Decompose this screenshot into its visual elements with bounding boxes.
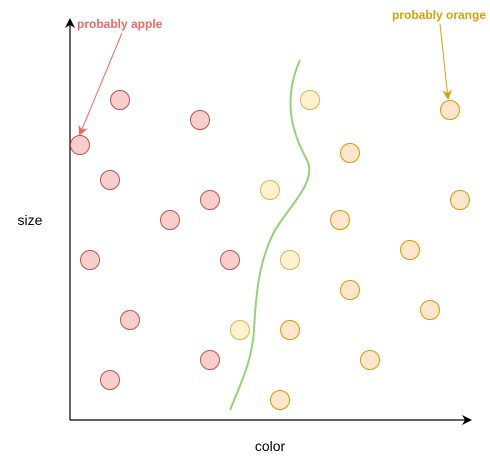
- orange-point-2: [340, 143, 360, 163]
- x-axis-label: color: [255, 438, 286, 454]
- apple-point-2: [190, 110, 210, 130]
- orange-point-4: [330, 210, 350, 230]
- apple-point-1: [110, 90, 130, 110]
- apple-point-11: [100, 370, 120, 390]
- orange-callout-label: probably orange: [392, 8, 486, 22]
- apple-point-10: [200, 350, 220, 370]
- decision-boundary-curve: [229, 59, 311, 411]
- orange-light-point-2: [260, 180, 280, 200]
- apple-point-3: [70, 135, 90, 155]
- orange-point-10: [270, 390, 290, 410]
- orange-point-5: [400, 240, 420, 260]
- orange-light-point-4: [230, 320, 250, 340]
- apple-point-4: [100, 170, 120, 190]
- orange-point-6: [340, 280, 360, 300]
- apple-point-9: [120, 310, 140, 330]
- orange-point-7: [420, 300, 440, 320]
- orange-light-point-3: [280, 250, 300, 270]
- y-axis-label: size: [18, 212, 43, 228]
- orange-points-group: [270, 100, 470, 410]
- orange-point-1: [440, 100, 460, 120]
- orange-point-8: [280, 320, 300, 340]
- apple-point-6: [160, 210, 180, 230]
- orange-point-9: [360, 350, 380, 370]
- apple-point-5: [200, 190, 220, 210]
- apple-callout-label: probably apple: [77, 17, 163, 31]
- orange-point-3: [450, 190, 470, 210]
- apple-point-8: [220, 250, 240, 270]
- orange-callout-arrow: [439, 23, 453, 100]
- orange-light-point-1: [300, 90, 320, 110]
- apple-point-7: [80, 250, 100, 270]
- apple-points-group: [70, 90, 240, 390]
- orange-light-points-group: [230, 90, 320, 340]
- apple-callout-arrow: [78, 32, 123, 136]
